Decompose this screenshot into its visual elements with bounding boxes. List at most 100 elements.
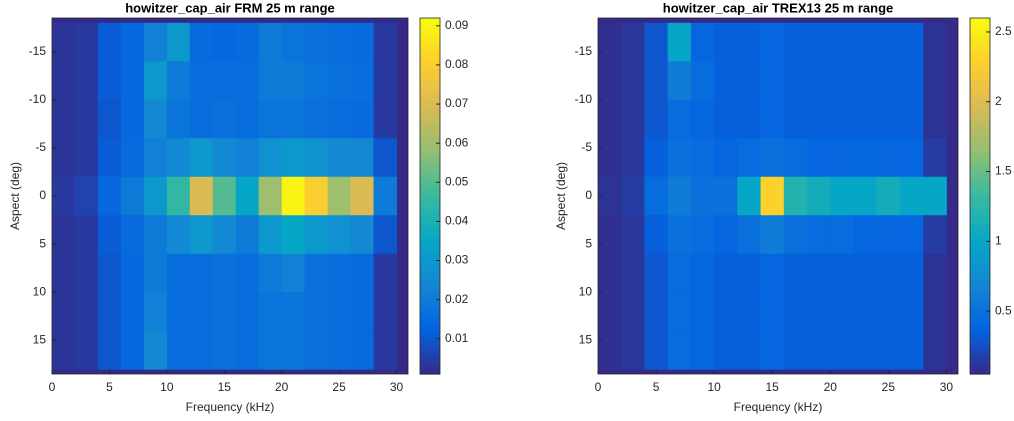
heatmap-cell xyxy=(644,22,669,62)
heatmap-cell xyxy=(74,22,99,62)
heatmap-cell xyxy=(258,253,283,293)
colorbar-tick-label: 0.01 xyxy=(445,331,469,345)
heatmap-cell xyxy=(621,253,645,293)
heatmap-cell xyxy=(737,253,762,293)
heatmap-cell xyxy=(667,61,692,101)
heatmap-cell xyxy=(830,99,854,139)
heatmap-cell xyxy=(120,22,145,62)
heatmap-cell xyxy=(120,330,145,370)
heatmap-cell xyxy=(644,61,669,101)
colorbar-tick-label: 1.5 xyxy=(995,164,1012,178)
heatmap-cell xyxy=(690,99,715,139)
heatmap-cell xyxy=(258,330,283,370)
heatmap-cell xyxy=(350,215,375,255)
heatmap-cell xyxy=(714,138,738,178)
heatmap-cell xyxy=(876,138,901,178)
heatmap-cell xyxy=(52,99,76,139)
heatmap-cell xyxy=(52,176,76,216)
heatmap-cell xyxy=(923,138,947,178)
y-tick-label: 0 xyxy=(39,188,46,202)
heatmap-cell xyxy=(74,292,99,332)
heatmap-cell xyxy=(760,176,785,216)
heatmap-cell xyxy=(52,61,76,101)
heatmap-cell xyxy=(258,99,283,139)
heatmap-cell xyxy=(807,330,831,370)
heatmap-cell xyxy=(350,22,375,62)
heatmap-cell xyxy=(189,330,214,370)
heatmap-cell xyxy=(760,99,785,139)
heatmap-cell xyxy=(166,330,191,370)
heatmap-cell xyxy=(189,176,214,216)
heatmap-cell xyxy=(212,138,237,178)
heatmap-cell xyxy=(899,215,924,255)
heatmap-cell xyxy=(350,176,375,216)
heatmap-cell xyxy=(667,22,692,62)
heatmap-cell xyxy=(166,176,191,216)
heatmap-cell xyxy=(120,138,145,178)
heatmap-cell xyxy=(327,22,352,62)
heatmap-cell xyxy=(52,253,76,293)
heatmap-cell xyxy=(598,176,622,216)
colorbar-tick-label: 2 xyxy=(995,94,1002,108)
heatmap-cell xyxy=(899,330,924,370)
heatmap-cell xyxy=(373,330,398,370)
heatmap-cell xyxy=(876,61,901,101)
heatmap-cell xyxy=(783,253,808,293)
heatmap-cell xyxy=(373,215,398,255)
heatmap-cell xyxy=(74,330,99,370)
heatmap-cell xyxy=(304,138,329,178)
heatmap-cell xyxy=(853,176,878,216)
heatmap-cell xyxy=(714,253,738,293)
colorbar: 0.01 0.02 0.03 0.04 0.05 0.06 0.07 0.08 0.09 xyxy=(419,17,469,375)
heatmap-cell xyxy=(327,253,352,293)
heatmap-cell xyxy=(760,22,785,62)
heatmap-cell xyxy=(235,99,260,139)
heatmap-cell xyxy=(690,176,715,216)
heatmap-cell xyxy=(235,253,260,293)
heatmap-cell xyxy=(97,22,122,62)
chart-title: howitzer_cap_air TREX13 25 m range xyxy=(663,0,893,15)
heatmap-cell xyxy=(853,292,878,332)
heatmap-cell xyxy=(737,138,762,178)
heatmap-cell xyxy=(327,215,352,255)
heatmap-cell xyxy=(143,330,168,370)
heatmap-cell xyxy=(281,176,306,216)
heatmap-cell xyxy=(143,22,168,62)
heatmap-cell xyxy=(235,215,260,255)
heatmap-cell xyxy=(899,176,924,216)
colorbar-tick-label: 0.09 xyxy=(445,18,469,32)
heatmap-cell xyxy=(830,176,854,216)
heatmap-cell xyxy=(876,253,901,293)
heatmap-cell xyxy=(598,138,622,178)
heatmap-cell xyxy=(923,99,947,139)
heatmap-cell xyxy=(143,138,168,178)
heatmap-cell xyxy=(258,215,283,255)
y-tick-label: 5 xyxy=(585,236,592,250)
heatmap-cell xyxy=(830,330,854,370)
heatmap-cell xyxy=(667,176,692,216)
heatmap-cell xyxy=(235,176,260,216)
heatmap-cell xyxy=(97,292,122,332)
x-tick-label: 30 xyxy=(390,380,404,394)
heatmap-cell xyxy=(189,61,214,101)
heatmap-cell xyxy=(120,215,145,255)
x-tick-label: 10 xyxy=(707,380,721,394)
heatmap-cell xyxy=(760,138,785,178)
heatmap-cell xyxy=(74,176,99,216)
heatmap-cell xyxy=(690,253,715,293)
colorbar-tick-label: 0.05 xyxy=(445,174,469,188)
y-tick-label: -15 xyxy=(29,44,47,58)
heatmap-cell xyxy=(876,22,901,62)
heatmap-cell xyxy=(350,99,375,139)
heatmap-cell xyxy=(304,215,329,255)
heatmap-cell xyxy=(783,99,808,139)
x-tick-label: 10 xyxy=(160,380,174,394)
heatmap-cell xyxy=(714,215,738,255)
x-tick-label: 20 xyxy=(275,380,289,394)
heatmap-panel: 0 5 10 15 20 25 30 -15 -10 -5 0 5 10 15 howitzer_cap_a… xyxy=(554,0,1012,414)
heatmap-cell xyxy=(143,176,168,216)
heatmap-cell xyxy=(621,138,645,178)
heatmap-cell xyxy=(52,138,76,178)
heatmap-cell xyxy=(97,176,122,216)
cells xyxy=(598,22,947,370)
